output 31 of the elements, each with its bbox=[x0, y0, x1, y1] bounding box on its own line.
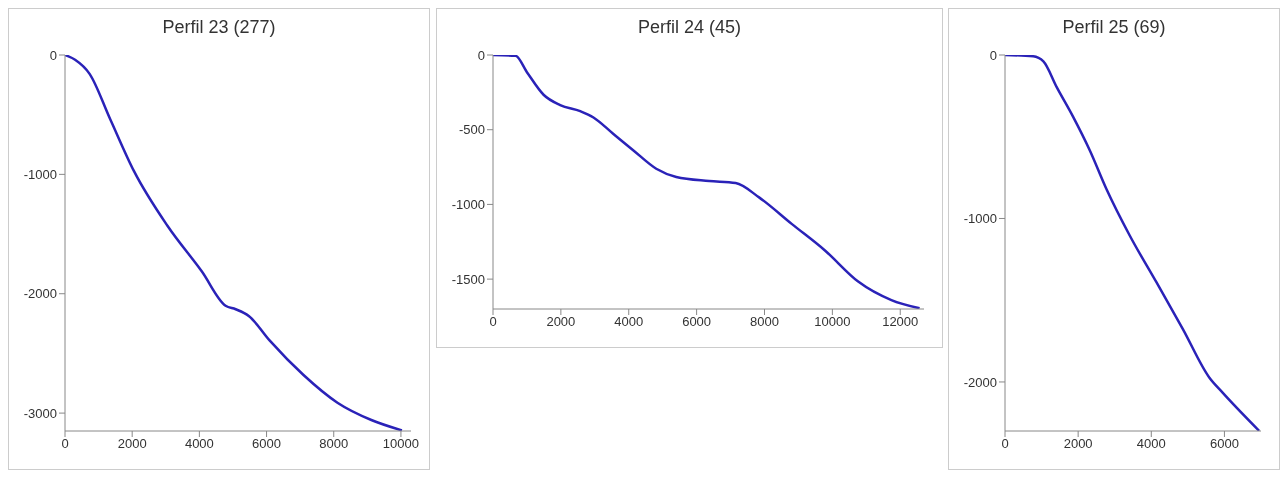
y-tick-label: 0 bbox=[989, 47, 997, 63]
y-tick-label: -1500 bbox=[451, 271, 485, 287]
y-tick-label: -2000 bbox=[23, 286, 57, 302]
chart-title: Perfil 25 (69) bbox=[1061, 17, 1167, 39]
x-tick-label: 8000 bbox=[750, 314, 779, 330]
chart-title: Perfil 24 (45) bbox=[636, 17, 742, 39]
x-tick-label: 6000 bbox=[682, 314, 712, 330]
y-tick-label: -2000 bbox=[963, 374, 997, 390]
y-tick-label: 0 bbox=[477, 47, 485, 63]
x-tick-label: 4000 bbox=[1136, 436, 1166, 452]
y-tick-label: -1000 bbox=[451, 197, 485, 213]
x-tick-label: 2000 bbox=[546, 314, 576, 330]
x-tick-label: 12000 bbox=[882, 314, 919, 330]
x-tick-label: 6000 bbox=[252, 436, 282, 452]
y-tick-label: 0 bbox=[49, 47, 57, 63]
x-tick-label: 0 bbox=[1001, 436, 1009, 452]
y-tick-label: -3000 bbox=[23, 405, 57, 421]
x-tick-label: 2000 bbox=[1063, 436, 1093, 452]
x-tick-label: 8000 bbox=[319, 436, 349, 452]
x-tick-label: 2000 bbox=[117, 436, 147, 452]
x-tick-label: 10000 bbox=[382, 436, 419, 452]
y-tick-label: -1000 bbox=[23, 166, 57, 182]
y-tick-label: -500 bbox=[458, 122, 485, 138]
x-tick-label: 10000 bbox=[814, 314, 851, 330]
y-tick-label: -1000 bbox=[963, 211, 997, 227]
x-tick-label: 4000 bbox=[184, 436, 214, 452]
x-tick-label: 4000 bbox=[614, 314, 644, 330]
x-tick-label: 0 bbox=[489, 314, 497, 330]
chart-title: Perfil 23 (277) bbox=[161, 17, 277, 39]
x-tick-label: 0 bbox=[61, 436, 69, 452]
x-tick-label: 6000 bbox=[1209, 436, 1239, 452]
